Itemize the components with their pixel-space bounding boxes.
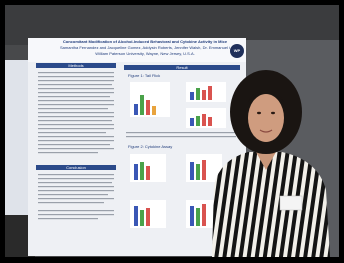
face — [248, 94, 284, 142]
eye — [257, 112, 261, 114]
poster-title: Concomitant Modification of Alcohol-Indu… — [60, 40, 230, 45]
section-header: Result — [124, 66, 240, 71]
photo-page: Concomitant Modification of Alcohol-Indu… — [0, 0, 344, 263]
name-badge — [280, 196, 302, 210]
poster-logo: WP — [231, 49, 243, 54]
figure-label: Figure 2: Cytokine Assay — [128, 145, 208, 150]
eye — [271, 112, 275, 114]
poster-affiliation: William Paterson University, Wayne, New … — [60, 52, 230, 57]
figure-label: Figure 1: Tail Flick — [128, 74, 188, 79]
poster-authors: Samantha Fernandez and Jacqueline Gomez,… — [60, 46, 230, 51]
striped-shirt — [212, 152, 330, 257]
section-header: Conclusion — [36, 166, 116, 171]
section-header: Methods — [36, 64, 116, 69]
